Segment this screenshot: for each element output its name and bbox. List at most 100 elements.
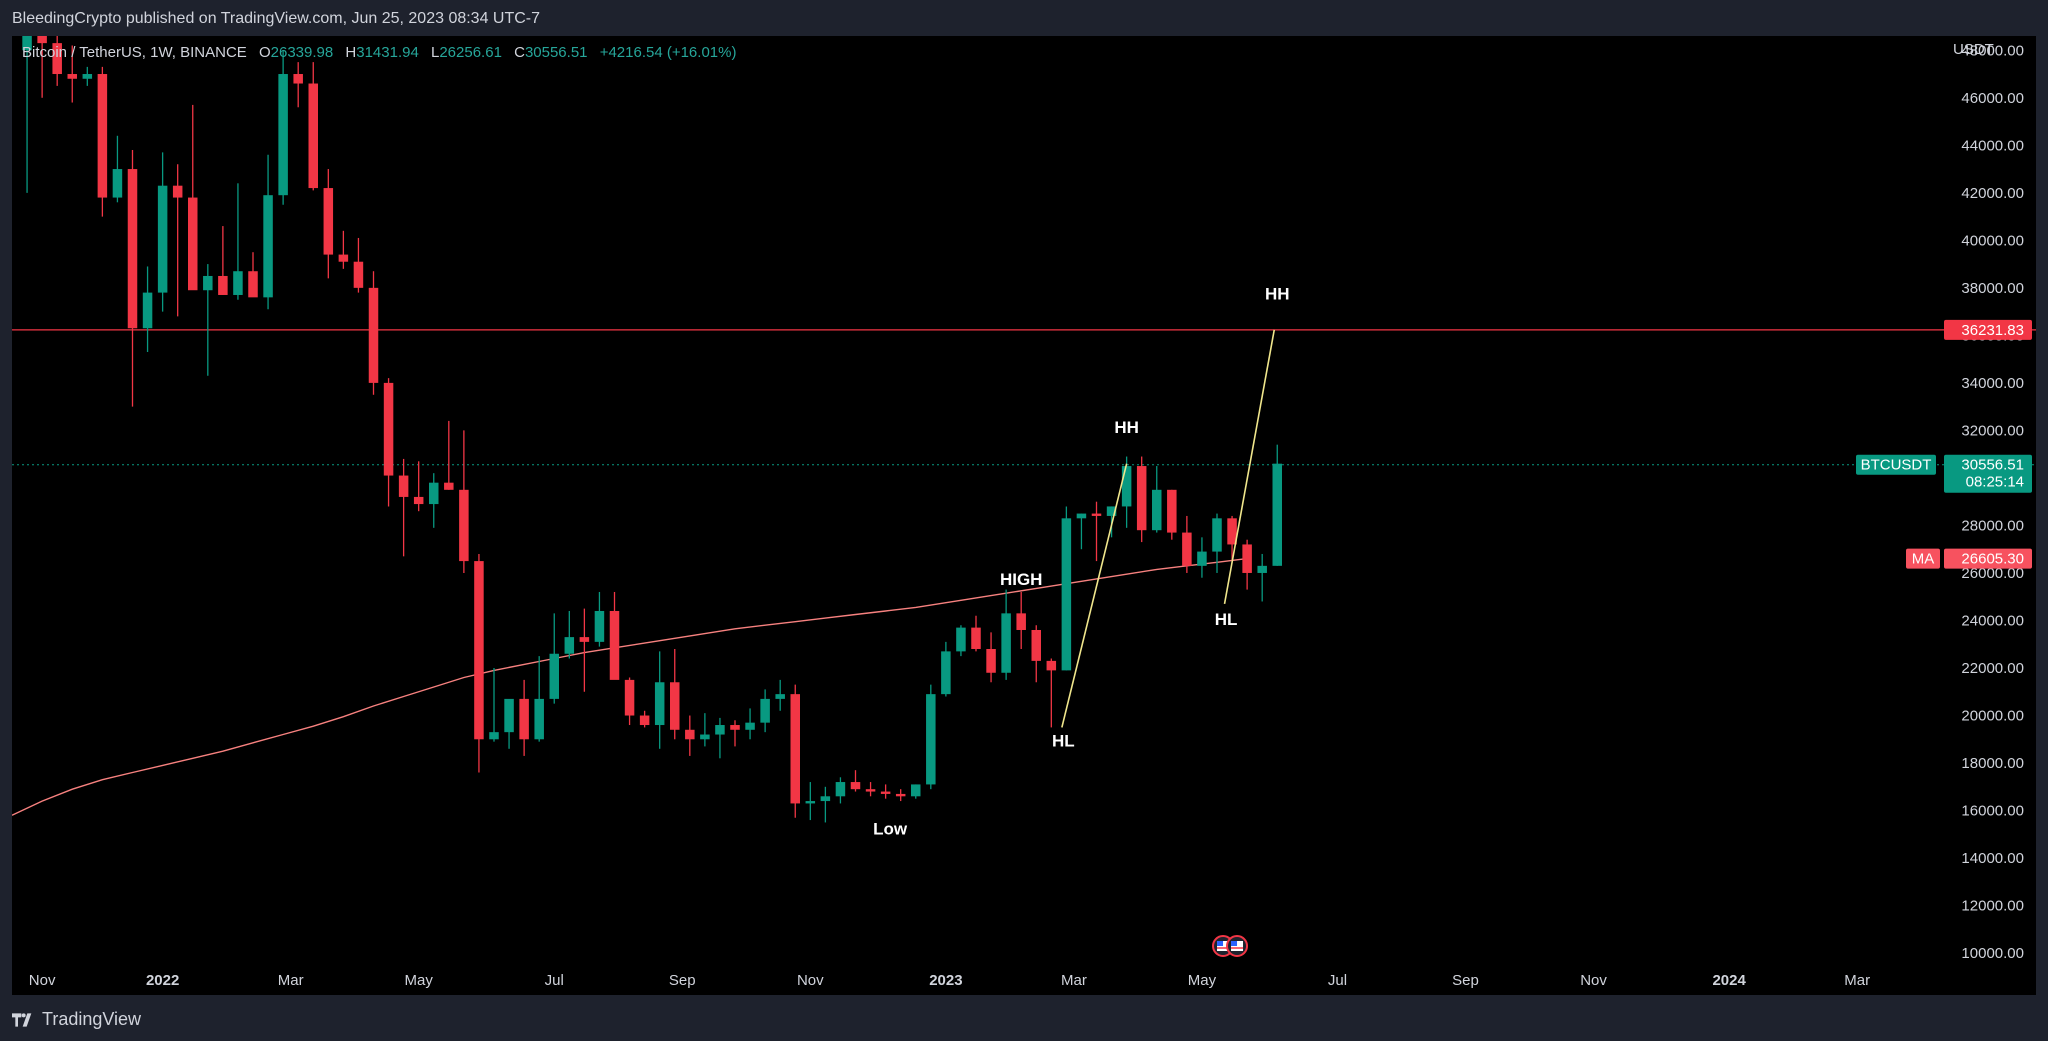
price-tick-label: 24000.00 bbox=[1961, 612, 2024, 629]
candle bbox=[926, 684, 936, 790]
time-tick-label: 2024 bbox=[1712, 972, 1746, 989]
candle bbox=[67, 45, 77, 103]
candle-body bbox=[850, 782, 861, 790]
price-tick-label: 42000.00 bbox=[1961, 185, 2024, 202]
candle bbox=[444, 420, 454, 490]
candle-body bbox=[971, 627, 981, 649]
candle bbox=[368, 271, 379, 395]
candle bbox=[805, 782, 816, 821]
candle-body bbox=[429, 482, 439, 505]
close-label: C bbox=[514, 44, 525, 61]
symbol-name-tag-text: BTCUSDT bbox=[1861, 457, 1932, 474]
tradingview-logo-icon bbox=[12, 1012, 32, 1027]
candle bbox=[1046, 658, 1057, 728]
candle-body bbox=[820, 796, 831, 802]
candle-body bbox=[956, 627, 966, 652]
candle-body bbox=[1091, 513, 1102, 516]
candle bbox=[850, 770, 861, 792]
price-tick-label: 44000.00 bbox=[1961, 137, 2024, 154]
candle-body bbox=[865, 789, 876, 792]
candle-body bbox=[52, 43, 62, 75]
price-unit-label: USDT bbox=[1953, 41, 1994, 58]
candle bbox=[685, 715, 695, 756]
current-price-tag bbox=[1944, 454, 2032, 493]
candle bbox=[1016, 591, 1026, 649]
candle bbox=[203, 264, 213, 376]
candle bbox=[670, 648, 680, 740]
ma-name-tag-text: MA bbox=[1912, 551, 1935, 568]
candle-body bbox=[594, 610, 605, 642]
trend-line bbox=[1223, 329, 1276, 604]
candle bbox=[383, 378, 394, 507]
candle-body bbox=[880, 791, 891, 794]
candle-body bbox=[670, 682, 680, 730]
candle-body bbox=[700, 734, 710, 740]
candle bbox=[1272, 444, 1282, 566]
candle bbox=[489, 668, 499, 742]
price-tick-label: 20000.00 bbox=[1961, 708, 2024, 725]
candle-body bbox=[172, 185, 183, 198]
candle-body bbox=[37, 36, 47, 44]
time-tick-label: Sep bbox=[669, 972, 696, 989]
candle-body bbox=[203, 275, 213, 291]
price-chart[interactable]: HHHHHIGHHLHLLow10000.0012000.0014000.001… bbox=[12, 36, 2036, 995]
candle-body bbox=[1212, 518, 1222, 552]
candle-body bbox=[368, 287, 379, 383]
candle-body bbox=[1061, 518, 1072, 671]
price-tick-label: 48000.00 bbox=[1961, 42, 2024, 59]
candle-body bbox=[459, 489, 469, 562]
candle-body bbox=[112, 169, 123, 198]
candle bbox=[1227, 515, 1237, 562]
candle bbox=[594, 591, 605, 647]
annotation-label: HL bbox=[1052, 731, 1075, 750]
candle-body bbox=[293, 74, 303, 84]
candle bbox=[715, 717, 725, 759]
time-tick-label: Nov bbox=[29, 972, 56, 989]
candle bbox=[82, 66, 93, 86]
time-tick-label: 2023 bbox=[929, 972, 962, 989]
low-label: L bbox=[431, 44, 440, 61]
candle-body bbox=[188, 197, 198, 291]
candle bbox=[1091, 501, 1102, 562]
time-tick-label: Mar bbox=[1061, 972, 1087, 989]
candle bbox=[218, 226, 228, 295]
candle bbox=[654, 651, 665, 749]
candle-body bbox=[534, 698, 544, 740]
candle bbox=[398, 458, 409, 557]
candle-body bbox=[444, 482, 454, 490]
candle bbox=[97, 66, 108, 217]
candle-body bbox=[67, 74, 77, 79]
candle-body bbox=[549, 653, 559, 699]
candle bbox=[1152, 466, 1162, 533]
candle bbox=[1001, 589, 1011, 680]
tradingview-brand[interactable]: TradingView bbox=[12, 1009, 141, 1030]
candle-body bbox=[1076, 513, 1087, 519]
candle-body bbox=[323, 188, 334, 255]
candle-body bbox=[1136, 466, 1147, 531]
candle bbox=[760, 689, 770, 733]
economic-event-icon bbox=[1226, 935, 1249, 957]
candle bbox=[112, 135, 123, 203]
candle-body bbox=[338, 254, 349, 262]
candle-body bbox=[157, 185, 168, 293]
candle bbox=[579, 608, 590, 692]
candle-body bbox=[775, 694, 785, 699]
high-value: 31431.94 bbox=[356, 44, 419, 61]
candle bbox=[413, 461, 424, 512]
candle-body bbox=[760, 698, 770, 723]
candle-body bbox=[685, 729, 695, 740]
candle bbox=[142, 266, 153, 353]
candle bbox=[52, 36, 62, 86]
candle bbox=[1212, 513, 1222, 573]
candle-body bbox=[790, 694, 800, 804]
candle-body bbox=[263, 195, 273, 298]
candle bbox=[745, 708, 755, 740]
candle bbox=[1121, 456, 1132, 528]
candle-body bbox=[383, 382, 394, 476]
candle bbox=[775, 679, 785, 711]
low-value: 26256.61 bbox=[439, 44, 502, 61]
candle bbox=[1182, 515, 1192, 573]
candle bbox=[293, 62, 303, 108]
candle bbox=[790, 684, 800, 818]
chart-panel[interactable]: HH HH HIGH HL HL Low 10000.00 12000.00 14000.00 1… bbox=[12, 36, 2036, 995]
